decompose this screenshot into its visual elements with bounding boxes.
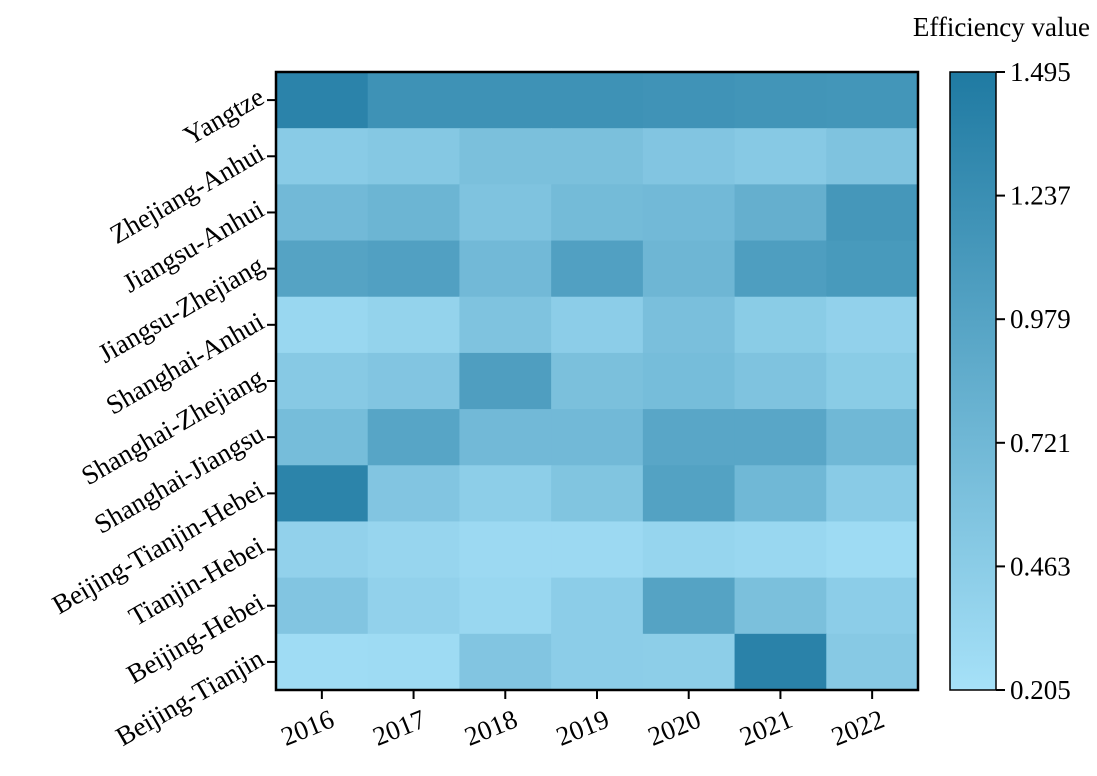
heatmap-cell	[826, 409, 919, 466]
x-tick-label: 2018	[460, 704, 521, 752]
heatmap-cell	[734, 521, 827, 579]
colorbar-tick-label: 0.721	[1010, 428, 1071, 458]
heatmap-cell	[734, 240, 827, 298]
heatmap-cell	[642, 184, 736, 242]
heatmap-cell	[276, 633, 369, 691]
heatmap-cell	[734, 72, 827, 129]
heatmap-cell	[551, 72, 644, 129]
heatmap-cell	[276, 577, 369, 635]
x-tick-label: 2019	[552, 704, 613, 752]
heatmap-cell	[459, 72, 552, 129]
heatmap-cell	[276, 521, 369, 579]
heatmap-cell	[459, 128, 552, 185]
colorbar-tick-label: 0.979	[1010, 304, 1071, 334]
heatmap-cell	[642, 633, 736, 691]
heatmap-cell	[551, 633, 644, 691]
heatmap-cell	[459, 184, 552, 242]
heatmap-cell	[642, 296, 736, 354]
heatmap-cell	[642, 352, 736, 410]
heatmap-cell	[367, 240, 461, 298]
heatmap-cell	[734, 296, 827, 354]
heatmap-cell	[367, 521, 461, 579]
colorbar-tick-label: 0.205	[1010, 675, 1071, 705]
heatmap-cell	[642, 577, 736, 635]
heatmap-cell	[734, 352, 827, 410]
heatmap-cell	[459, 352, 552, 410]
heatmap-cell	[276, 296, 369, 354]
heatmap-cell	[642, 72, 736, 129]
heatmap-cell	[367, 72, 461, 129]
heatmap-cell	[551, 352, 644, 410]
heatmap-cells	[276, 72, 919, 691]
heatmap-cell	[642, 409, 736, 466]
heatmap-cell	[826, 633, 919, 691]
heatmap-cell	[642, 465, 736, 523]
heatmap-cell	[734, 633, 827, 691]
heatmap-cell	[551, 577, 644, 635]
heatmap-cell	[459, 409, 552, 466]
colorbar-label: Efficiency value	[913, 12, 1090, 42]
x-tick-label: 2016	[277, 704, 338, 752]
heatmap-cell	[826, 352, 919, 410]
heatmap-cell	[642, 521, 736, 579]
heatmap-cell	[826, 296, 919, 354]
y-axis-ticks: YangtzeZhejiang-AnhuiJiangsu-AnhuiJiangs…	[47, 81, 276, 752]
heatmap-cell	[276, 184, 369, 242]
heatmap-cell	[826, 128, 919, 185]
x-tick-label: 2017	[369, 704, 430, 752]
heatmap-cell	[276, 465, 369, 523]
heatmap-cell	[459, 296, 552, 354]
heatmap-cell	[367, 633, 461, 691]
heatmap-cell	[367, 577, 461, 635]
heatmap-cell	[826, 577, 919, 635]
heatmap-cell	[551, 409, 644, 466]
heatmap-cell	[551, 465, 644, 523]
heatmap-cell	[551, 240, 644, 298]
heatmap-cell	[367, 465, 461, 523]
heatmap-cell	[826, 184, 919, 242]
heatmap-cell	[276, 72, 369, 129]
heatmap-cell	[734, 409, 827, 466]
heatmap-cell	[459, 633, 552, 691]
heatmap-cell	[734, 465, 827, 523]
heatmap-cell	[367, 184, 461, 242]
x-axis-ticks: 2016 2017 2018 2019 2020 2021 2022	[277, 690, 888, 752]
colorbar-tick-label: 1.237	[1010, 181, 1071, 211]
heatmap-cell	[551, 184, 644, 242]
heatmap-cell	[276, 409, 369, 466]
heatmap-cell	[826, 240, 919, 298]
heatmap-cell	[734, 128, 827, 185]
colorbar	[949, 71, 997, 691]
heatmap-cell	[459, 521, 552, 579]
heatmap-cell	[459, 465, 552, 523]
heatmap-cell	[276, 128, 369, 185]
heatmap-cell	[551, 521, 644, 579]
x-tick-label: 2022	[827, 704, 888, 752]
heatmap-cell	[367, 352, 461, 410]
heatmap-cell	[459, 577, 552, 635]
heatmap-cell	[826, 465, 919, 523]
heatmap-cell	[734, 184, 827, 242]
heatmap-cell	[276, 352, 369, 410]
heatmap-cell	[826, 521, 919, 579]
x-tick-label: 2021	[735, 704, 796, 752]
heatmap-cell	[734, 577, 827, 635]
heatmap-cell	[367, 296, 461, 354]
heatmap-cell	[826, 72, 919, 129]
colorbar-tick-label: 0.463	[1010, 551, 1071, 581]
heatmap-cell	[367, 409, 461, 466]
colorbar-ticks: 0.205 0.463 0.721 0.979 1.237 1.495	[996, 57, 1071, 705]
colorbar-tick-label: 1.495	[1010, 57, 1071, 87]
heatmap-cell	[276, 240, 369, 298]
heatmap-cell	[642, 240, 736, 298]
heatmap-cell	[459, 240, 552, 298]
heatmap-cell	[367, 128, 461, 185]
heatmap-cell	[551, 296, 644, 354]
heatmap-cell	[642, 128, 736, 185]
heatmap-cell	[551, 128, 644, 185]
x-tick-label: 2020	[644, 704, 705, 752]
